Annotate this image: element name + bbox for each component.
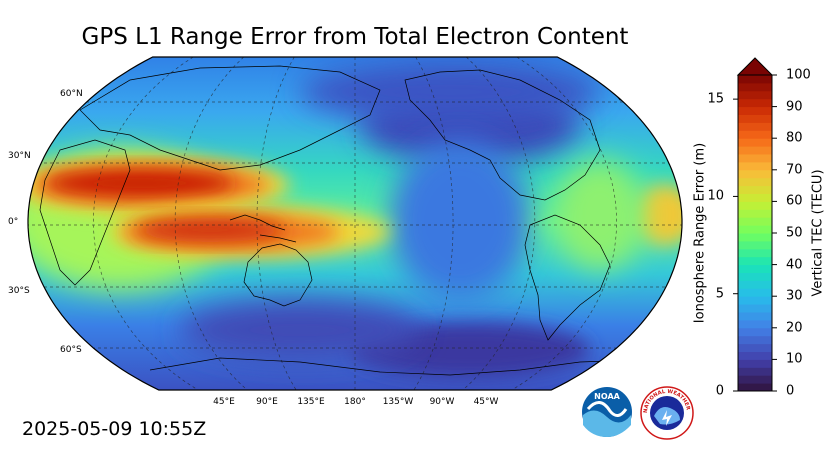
colorbar-band (738, 209, 772, 218)
colorbar-band (738, 114, 772, 123)
colorbar-band (738, 130, 772, 139)
colorbar-band (738, 351, 772, 360)
colorbar-band (738, 154, 772, 163)
colorbar-left-tick-label: 0 (715, 383, 724, 399)
colorbar-right-tick-label: 50 (786, 225, 803, 241)
lon-label-180: 180° (344, 397, 366, 407)
colorbar-band (738, 201, 772, 210)
colorbar-band (738, 248, 772, 258)
colorbar-right-tick-label: 80 (786, 130, 803, 146)
lat-label-30n: 30°N (8, 151, 31, 161)
colorbar-band (738, 304, 772, 313)
colorbar-band (738, 122, 772, 131)
colorbar-band (738, 343, 772, 352)
colorbar-band (738, 75, 772, 84)
colorbar-right-tick-label: 20 (786, 320, 803, 336)
colorbar-band (738, 383, 772, 392)
colorbar-right-tick-label: 10 (786, 351, 803, 367)
colorbar-band (738, 327, 772, 337)
colorbar-right-tick-label: 90 (786, 99, 803, 115)
lon-label-90w: 90°W (429, 397, 455, 407)
colorbar-right-tick-label: 0 (786, 383, 795, 399)
colorbar-band (738, 217, 772, 226)
colorbar-band (738, 233, 772, 242)
colorbar-band (738, 312, 772, 321)
colorbar-right-tick-label: 100 (786, 67, 811, 83)
colorbar-band (738, 375, 772, 384)
colorbar-right-tick-label: 70 (786, 162, 803, 178)
lon-label-135e: 135°E (297, 397, 325, 407)
colorbar-band (738, 106, 772, 115)
colorbar-band (738, 319, 772, 329)
colorbar-left-tick-label: 5 (715, 286, 724, 302)
colorbar-band (738, 256, 772, 266)
colorbar-band (738, 90, 772, 100)
colorbar-band (738, 335, 772, 345)
colorbar-extend-arrow (736, 57, 774, 76)
lat-label-30s: 30°S (8, 286, 30, 296)
colorbar-band (738, 264, 772, 273)
colorbar-right-tick-label: 40 (786, 257, 803, 273)
colorbar-band (738, 169, 772, 179)
tec-field (28, 57, 682, 390)
colorbar-band (738, 98, 772, 108)
nws-logo: NATIONAL WEATHER SERVICE (638, 385, 694, 440)
colorbar-band (738, 185, 772, 194)
colorbar-band (738, 359, 772, 368)
lat-label-0: 0° (8, 217, 19, 227)
colorbar-band (738, 193, 772, 202)
colorbar-band (738, 280, 772, 289)
colorbar-band (738, 288, 772, 297)
noaa-logo: NOAA (582, 387, 632, 437)
chart-title: GPS L1 Range Error from Total Electron C… (81, 24, 629, 50)
colorbar-left-title: Ionosphere Range Error (m) (692, 142, 708, 324)
colorbar-band (738, 272, 772, 281)
colorbar-right-tick-label: 60 (786, 193, 803, 209)
lat-label-60s: 60°S (60, 345, 82, 355)
colorbar-band (738, 240, 772, 250)
lon-label-90e: 90°E (256, 397, 278, 407)
lon-label-135w: 135°W (382, 397, 414, 407)
colorbar-left-tick-label: 10 (707, 188, 724, 204)
colorbar-band (738, 161, 772, 171)
colorbar-right-title: Vertical TEC (TECU) (810, 169, 826, 297)
colorbar-band (738, 367, 772, 376)
colorbar-bands (738, 75, 772, 392)
colorbar-left-tick-label: 15 (707, 91, 724, 107)
timestamp: 2025-05-09 10:55Z (22, 418, 207, 440)
colorbar-band (738, 138, 772, 147)
colorbar-right-tick-label: 30 (786, 288, 803, 304)
colorbar-band (738, 225, 772, 234)
colorbar-band (738, 177, 772, 187)
coastlines (39, 65, 651, 376)
lon-label-45e: 45°E (213, 397, 235, 407)
colorbar-band (738, 296, 772, 305)
colorbar-band (738, 82, 772, 92)
colorbar-band (738, 146, 772, 155)
lon-label-45w: 45°W (473, 397, 499, 407)
lat-label-60n: 60°N (60, 89, 83, 99)
noaa-logo-text: NOAA (594, 392, 620, 401)
